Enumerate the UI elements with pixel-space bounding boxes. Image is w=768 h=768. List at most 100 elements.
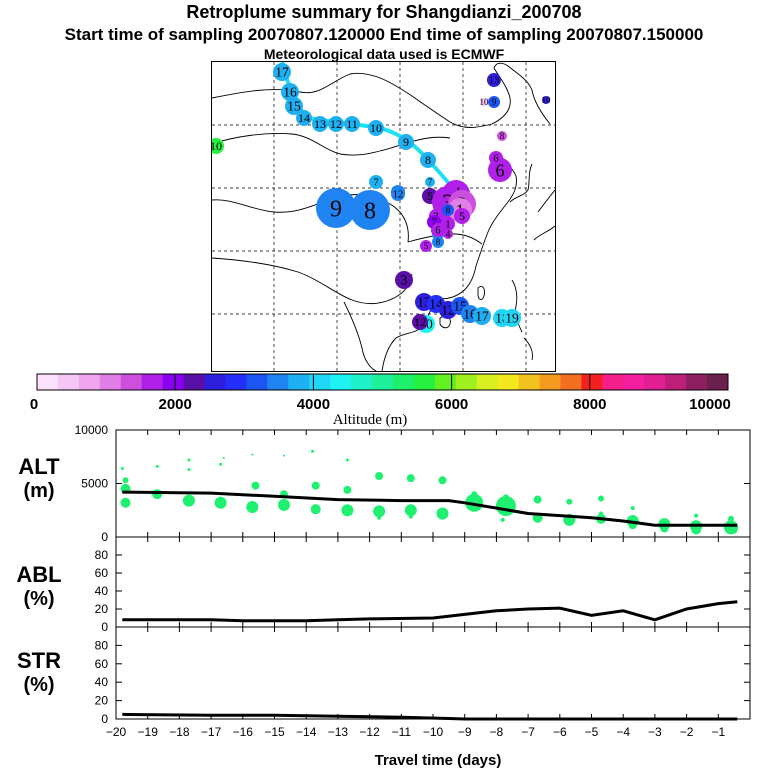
map-point: [420, 152, 436, 168]
map-point-label: 7: [428, 177, 433, 187]
colorbar-cell: [162, 374, 185, 390]
y-tick-label: 20: [95, 694, 109, 708]
colorbar-cell: [392, 374, 415, 390]
colorbar-tick-label: 6000: [435, 396, 468, 413]
colorbar-cell: [665, 374, 687, 390]
alt-scatter-point: [566, 498, 573, 505]
map-point-label: 17: [275, 65, 289, 80]
map-point-label: 5: [427, 189, 433, 203]
y-tick-label: 5000: [81, 477, 108, 491]
alt-scatter-point: [471, 491, 478, 498]
alt-scatter-point: [182, 494, 195, 507]
x-tick-label: −5: [585, 725, 599, 739]
panel-axes: 0 5000 10000 0 20 40 60 80 0 20 40 60 80 −20 −19 −18 −17…: [75, 423, 751, 739]
colorbar-cell: [372, 374, 394, 390]
alt-scatter-point: [222, 456, 225, 459]
alt-scatter-point: [214, 496, 227, 509]
abl-panel-frame: [115, 536, 751, 628]
map-point: [442, 204, 454, 216]
colorbar-tick-label: 2000: [159, 396, 192, 413]
colorbar-cell: [455, 374, 478, 390]
map-point: [398, 134, 414, 150]
alt-scatter-point: [283, 454, 286, 457]
colorbar-cell: [267, 374, 289, 390]
time-series-panels: 0 5000 10000 0 20 40 60 80 0 20 40 60 80 −20 −19 −18 −17…: [0, 420, 768, 768]
alt-scatter-point: [122, 477, 129, 484]
map-point: [212, 138, 224, 154]
korea-coast: [509, 163, 533, 203]
alt-scatter-point: [341, 504, 354, 517]
alt-scatter-point: [533, 495, 542, 504]
map-point: [391, 187, 405, 201]
panels-canvas: 0 5000 10000 0 20 40 60 80 0 20 40 60 80 −20 −19 −18 −17…: [75, 423, 751, 768]
alt-panel-unit: (m): [23, 480, 55, 502]
yangtze-region: [407, 233, 483, 245]
map-point-label: 8: [364, 198, 376, 224]
northeast-border: [491, 62, 551, 125]
colorbar-cell: [623, 374, 645, 390]
map-point: [487, 73, 501, 87]
map-point: [431, 223, 445, 237]
alt-panel-label: ALT: [18, 454, 60, 479]
map-point-label: 14: [298, 111, 310, 125]
alt-scatter-point: [694, 513, 699, 518]
colorbar-cell: [183, 374, 206, 390]
alt-scatter-point: [310, 504, 321, 515]
japan-islands: [533, 189, 555, 241]
abl-panel-label: ABL: [16, 562, 62, 587]
alt-scatter-point: [251, 453, 254, 456]
map-point-label: 10: [370, 121, 382, 135]
alt-scatter-point: [373, 505, 386, 518]
map-point-label: 15: [287, 99, 301, 114]
colorbar-cell: [57, 374, 80, 390]
map-point-label: 4: [446, 229, 451, 239]
str-series-line: [122, 712, 738, 721]
map-point-label: 11: [346, 117, 358, 131]
map-point-label: 6: [435, 226, 440, 237]
x-tick-label: −2: [680, 725, 694, 739]
map-point-label: 12: [393, 190, 404, 201]
alt-scatter-point: [187, 468, 191, 472]
x-axis-title: Travel time (days): [375, 752, 502, 768]
map-point-label: 8: [425, 153, 431, 167]
map-point-label: 9: [403, 135, 409, 149]
map-canvas: 1716151413121110987109871112981066543215…: [212, 62, 555, 371]
alt-scatter-point: [502, 494, 509, 501]
alt-scatter-point: [311, 481, 320, 490]
x-tick-label: −14: [296, 725, 317, 739]
abl-panel-unit: (%): [23, 588, 55, 610]
colorbar-tick-label: 0: [30, 396, 38, 413]
colorbar-cell: [99, 374, 122, 390]
y-tick-label: 10000: [75, 423, 109, 437]
y-tick-label: 0: [101, 620, 108, 634]
alt-scatter-point: [377, 515, 382, 520]
str-panel-frame: [115, 626, 751, 720]
map-point: [503, 309, 521, 327]
x-tick-label: −18: [169, 725, 190, 739]
map-point: [296, 110, 312, 126]
kazakh-border: [212, 133, 451, 156]
map-point-label: 12: [330, 117, 342, 131]
map-point-label: 13: [314, 117, 326, 131]
y-tick-label: 20: [95, 602, 109, 616]
x-tick-label: −1: [711, 725, 725, 739]
colorbar-cell: [246, 374, 268, 390]
str-panel-label: STR: [17, 648, 61, 673]
alt-scatter-point: [404, 504, 417, 517]
retroplume-map: 1716151413121110987109871112981066543215…: [211, 61, 556, 372]
colorbar-cell: [581, 374, 603, 390]
alt-median-line: [122, 490, 738, 527]
colorbar-major-ticks: [174, 374, 591, 390]
map-point-label: 8: [446, 205, 451, 215]
colorbar-cell: [434, 374, 457, 390]
colorbar-cell: [288, 374, 310, 390]
x-tick-label: −10: [423, 725, 444, 739]
alt-scatter-point: [691, 524, 702, 535]
y-tick-label: 40: [95, 675, 109, 689]
colorbar-cell: [602, 374, 624, 390]
map-point-label: 17: [475, 309, 489, 324]
x-tick-label: −8: [490, 725, 504, 739]
map-point: [488, 96, 500, 108]
map-point-label: 6: [493, 154, 498, 165]
colorbar-tick-label: 4000: [297, 396, 330, 413]
